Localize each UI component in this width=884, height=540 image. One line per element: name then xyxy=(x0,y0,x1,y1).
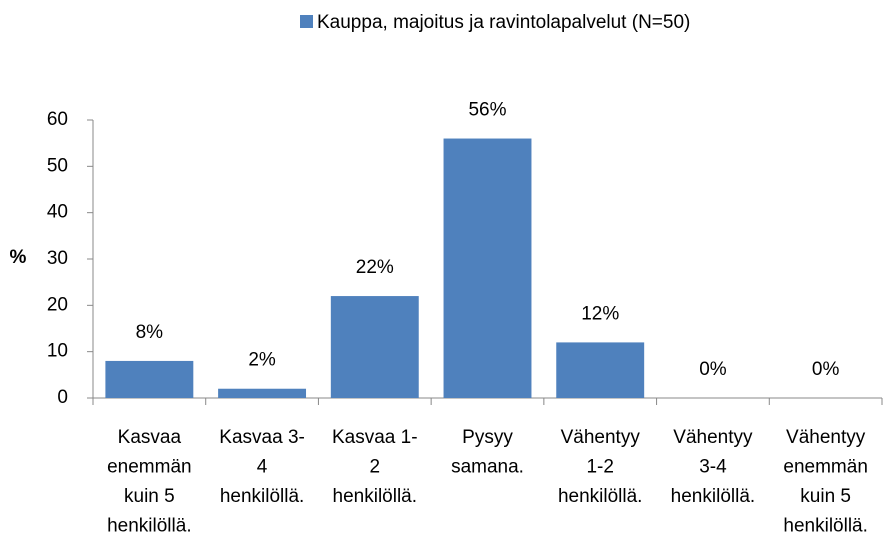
legend-label: Kauppa, majoitus ja ravintolapalvelut (N… xyxy=(317,12,691,33)
x-tick-label: 3-4 xyxy=(699,457,727,478)
x-tick-label: henkilöllä. xyxy=(220,486,305,507)
value-label: 22% xyxy=(356,257,394,278)
bar xyxy=(330,296,419,398)
x-tick-label: kuin 5 xyxy=(800,486,851,507)
value-label: 56% xyxy=(468,100,506,121)
bar xyxy=(218,388,307,398)
x-tick-label: Pysyy xyxy=(462,427,513,448)
y-axis-label: % xyxy=(10,247,27,268)
value-label: 0% xyxy=(699,359,727,380)
y-tick-label: 10 xyxy=(47,341,68,362)
x-tick-label: samana. xyxy=(451,457,524,478)
bar xyxy=(556,342,645,398)
x-tick-label: enemmän xyxy=(783,457,868,478)
x-tick-label: enemmän xyxy=(107,457,192,478)
x-tick-label: 1-2 xyxy=(586,457,613,478)
value-label: 0% xyxy=(812,359,840,380)
y-tick-label: 0 xyxy=(57,387,68,408)
y-tick-label: 40 xyxy=(47,202,68,223)
y-tick-label: 60 xyxy=(47,109,68,130)
x-tick-label: Kasvaa 3- xyxy=(219,427,305,448)
x-tick-label: Vähentyy xyxy=(673,427,753,448)
x-tick-label: henkilöllä. xyxy=(671,486,756,507)
value-label: 8% xyxy=(136,322,164,343)
x-tick-label: Vähentyy xyxy=(561,427,641,448)
y-tick-label: 30 xyxy=(47,248,68,269)
legend: Kauppa, majoitus ja ravintolapalvelut (N… xyxy=(300,6,730,39)
x-tick-label: Kasvaa xyxy=(118,427,182,448)
bar xyxy=(105,360,194,398)
x-tick-label: henkilöllä. xyxy=(558,486,643,507)
x-tick-label: henkilöllä. xyxy=(107,516,192,537)
y-tick-label: 20 xyxy=(47,294,68,315)
legend-swatch xyxy=(300,15,313,28)
x-tick-label: 4 xyxy=(257,457,268,478)
value-label: 2% xyxy=(248,350,276,371)
x-tick-label: Vähentyy xyxy=(786,427,866,448)
x-tick-label: Kasvaa 1- xyxy=(332,427,418,448)
value-label: 12% xyxy=(581,303,619,324)
x-tick-label: henkilöllä. xyxy=(783,516,868,537)
x-tick-label: kuin 5 xyxy=(124,486,175,507)
x-tick-label: 2 xyxy=(369,457,380,478)
bar xyxy=(443,138,532,399)
y-tick-label: 50 xyxy=(47,155,68,176)
x-tick-label: henkilöllä. xyxy=(333,486,418,507)
